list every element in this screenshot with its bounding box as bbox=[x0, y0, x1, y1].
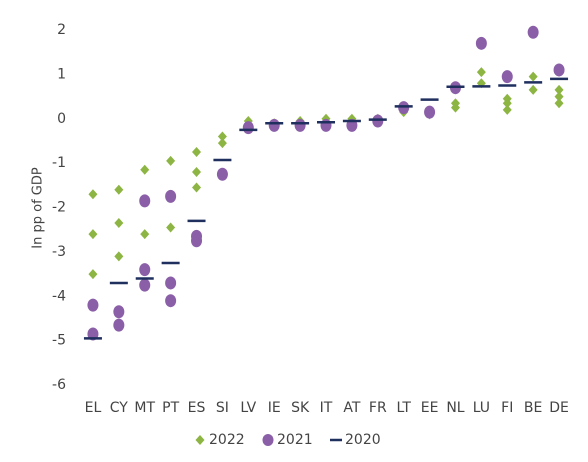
circle-marker bbox=[139, 263, 151, 277]
circle-marker bbox=[87, 298, 99, 312]
circle-marker bbox=[139, 278, 151, 292]
diamond-marker bbox=[217, 131, 227, 142]
x-tick-label: ES bbox=[188, 400, 206, 416]
circle-marker bbox=[372, 114, 384, 128]
y-tick-label: 2 bbox=[57, 22, 66, 38]
diamond-marker bbox=[502, 93, 512, 104]
circle-marker bbox=[216, 167, 228, 181]
diamond-marker bbox=[88, 189, 98, 200]
x-tick-label: PT bbox=[162, 400, 179, 416]
circle-marker bbox=[501, 70, 513, 84]
x-tick-label: IE bbox=[268, 400, 281, 416]
diamond-marker bbox=[476, 67, 486, 78]
diamond-marker bbox=[192, 147, 202, 158]
x-tick-label: LT bbox=[396, 400, 411, 416]
x-tick-label: EL bbox=[85, 400, 102, 416]
x-tick-label: LU bbox=[473, 400, 490, 416]
legend-label: 2021 bbox=[277, 432, 313, 448]
circle-marker bbox=[320, 118, 332, 132]
circle-marker bbox=[398, 101, 410, 115]
y-tick-label: -1 bbox=[52, 155, 66, 171]
circle-marker bbox=[113, 305, 125, 319]
diamond-marker bbox=[554, 91, 564, 102]
y-tick-label: 0 bbox=[57, 111, 66, 127]
diamond-marker bbox=[114, 184, 124, 195]
diamond-marker bbox=[114, 251, 124, 262]
diamond-marker bbox=[114, 218, 124, 229]
x-tick-label: IT bbox=[320, 400, 333, 416]
diamond-marker bbox=[450, 98, 460, 109]
circle-marker bbox=[294, 118, 306, 132]
diamond-marker bbox=[88, 269, 98, 280]
circle-marker bbox=[475, 36, 487, 50]
legend-marker bbox=[262, 434, 274, 446]
x-tick-label: BE bbox=[524, 400, 542, 416]
diamond-marker bbox=[192, 167, 202, 177]
x-tick-label: NL bbox=[446, 400, 464, 416]
y-tick-label: -6 bbox=[52, 377, 66, 393]
diamond-marker bbox=[217, 138, 227, 149]
x-tick-label: SK bbox=[291, 400, 310, 416]
x-tick-label: AT bbox=[343, 400, 360, 416]
circle-marker bbox=[527, 25, 539, 39]
x-tick-label: FI bbox=[501, 400, 513, 416]
diamond-marker bbox=[166, 222, 176, 233]
y-tick-label: -5 bbox=[52, 333, 66, 349]
legend-label: 2022 bbox=[209, 432, 245, 448]
circle-marker bbox=[165, 294, 177, 308]
circle-marker bbox=[191, 234, 203, 248]
diamond-marker bbox=[166, 155, 176, 166]
diamond-marker bbox=[528, 71, 538, 82]
y-tick-label: -3 bbox=[52, 244, 66, 260]
x-tick-label: CY bbox=[110, 400, 129, 416]
x-tick-label: DE bbox=[549, 400, 569, 416]
y-tick-label: -4 bbox=[52, 288, 66, 304]
x-tick-label: MT bbox=[134, 400, 155, 416]
x-tick-label: FR bbox=[369, 400, 387, 416]
circle-marker bbox=[268, 118, 280, 132]
y-axis-label: In pp of GDP bbox=[31, 167, 46, 249]
diamond-marker bbox=[88, 229, 98, 240]
legend-marker bbox=[195, 435, 205, 445]
circle-marker bbox=[165, 276, 177, 290]
diamond-marker bbox=[140, 164, 150, 175]
diamond-marker bbox=[528, 84, 538, 95]
x-tick-label: LV bbox=[240, 400, 256, 416]
circle-marker bbox=[139, 194, 151, 208]
circle-marker bbox=[113, 318, 125, 332]
diamond-marker bbox=[192, 182, 202, 193]
diamond-marker bbox=[554, 84, 564, 95]
diamond-marker bbox=[502, 104, 512, 115]
x-tick-label: EE bbox=[421, 400, 439, 416]
y-tick-label: -2 bbox=[52, 200, 66, 216]
circle-marker bbox=[424, 105, 436, 119]
x-tick-label: SI bbox=[216, 400, 229, 416]
circle-marker bbox=[553, 63, 565, 77]
diamond-marker bbox=[554, 98, 564, 109]
circle-marker bbox=[165, 189, 177, 203]
circle-marker bbox=[242, 121, 254, 135]
y-tick-label: 1 bbox=[57, 66, 66, 82]
diamond-marker bbox=[140, 229, 150, 240]
legend-label: 2020 bbox=[345, 432, 381, 448]
